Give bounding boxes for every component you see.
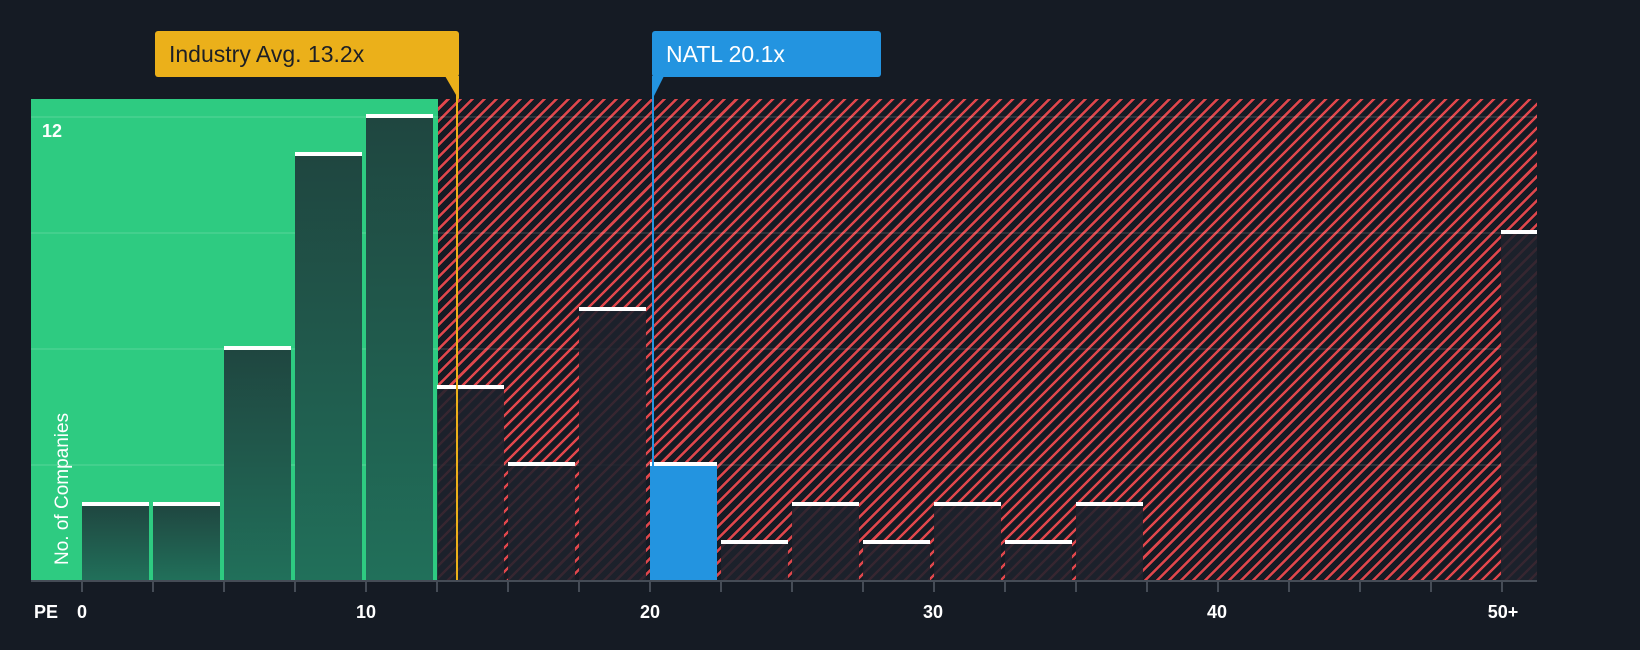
histogram-bar[interactable] [863, 540, 930, 581]
histogram-bar[interactable] [153, 502, 220, 581]
gridline-6 [31, 348, 1537, 350]
industry-avg-marker-line [456, 77, 458, 581]
x-axis-label-50plus: 50+ [1487, 602, 1519, 622]
x-tick [1501, 582, 1503, 592]
histogram-bar-natl[interactable] [650, 462, 717, 581]
natl-callout-pointer [652, 76, 664, 100]
gridline-9 [31, 232, 1537, 234]
gridline-12 [31, 116, 1537, 118]
x-axis-label-30: 30 [922, 602, 944, 622]
x-tick [436, 582, 438, 592]
x-tick [1359, 582, 1361, 592]
x-tick [578, 582, 580, 592]
histogram-bar[interactable] [295, 152, 362, 581]
natl-marker-line [652, 77, 654, 581]
x-tick [1004, 582, 1006, 592]
x-tick [933, 582, 935, 592]
histogram-bar-50plus[interactable] [1501, 230, 1537, 581]
gridline-3 [31, 464, 1537, 466]
x-axis-label-10: 10 [355, 602, 377, 622]
chart-plot-area [31, 99, 1537, 581]
histogram-bar[interactable] [224, 346, 291, 581]
x-tick [649, 582, 651, 592]
x-axis-title: PE [34, 602, 59, 622]
histogram-bar[interactable] [1076, 502, 1143, 581]
y-axis-label-12: 12 [42, 121, 63, 141]
histogram-bar[interactable] [1005, 540, 1072, 581]
x-tick [152, 582, 154, 592]
histogram-bar[interactable] [792, 502, 859, 581]
x-tick [1430, 582, 1432, 592]
x-tick [1075, 582, 1077, 592]
histogram-bar[interactable] [721, 540, 788, 581]
histogram-bar[interactable] [579, 307, 646, 581]
x-axis-label-20: 20 [639, 602, 661, 622]
x-tick [720, 582, 722, 592]
x-tick [1288, 582, 1290, 592]
natl-pe-callout: NATL 20.1x [652, 31, 881, 77]
industry-callout-pointer [445, 76, 459, 100]
histogram-bar[interactable] [437, 385, 504, 581]
x-tick [791, 582, 793, 592]
x-tick [81, 582, 83, 592]
histogram-bar[interactable] [508, 462, 575, 581]
x-tick [223, 582, 225, 592]
x-tick [862, 582, 864, 592]
x-tick [1217, 582, 1219, 592]
industry-avg-callout: Industry Avg. 13.2x [155, 31, 459, 77]
histogram-bar[interactable] [82, 502, 149, 581]
x-tick [365, 582, 367, 592]
x-tick [507, 582, 509, 592]
histogram-bar[interactable] [366, 114, 433, 581]
x-axis-label-0: 0 [76, 602, 88, 622]
x-tick [294, 582, 296, 592]
y-axis-title: No. of Companies [52, 412, 73, 565]
x-tick [1146, 582, 1148, 592]
x-axis-label-40: 40 [1206, 602, 1228, 622]
x-axis-line [31, 580, 1537, 582]
histogram-bar[interactable] [934, 502, 1001, 581]
